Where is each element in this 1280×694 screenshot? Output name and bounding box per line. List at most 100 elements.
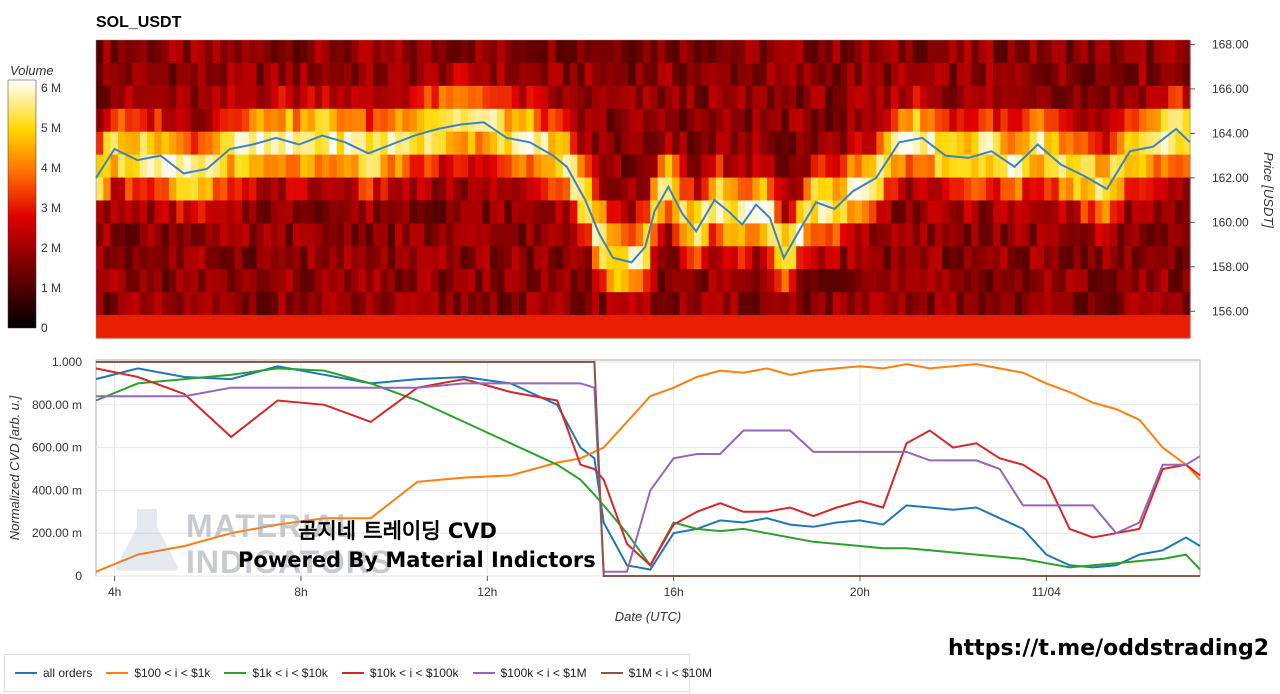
heatmap-cell: [292, 246, 301, 270]
heatmap-cell: [679, 200, 688, 224]
heatmap-cell: [183, 154, 192, 179]
heatmap-cell: [1102, 62, 1111, 87]
heatmap-cell: [978, 223, 987, 247]
heatmap-cell: [694, 131, 702, 156]
legend-item[interactable]: $10k < i < $100k: [341, 666, 459, 680]
heatmap-cell: [212, 246, 221, 270]
legend-item[interactable]: $100k < i < $1M: [472, 666, 587, 680]
heatmap-cell: [336, 200, 345, 224]
heatmap-cell: [519, 223, 527, 247]
heatmap-cell: [1000, 108, 1009, 133]
heatmap-cell: [395, 108, 403, 133]
heatmap-cell: [854, 292, 863, 316]
cvd-y-tick-label: 200.00 m: [32, 526, 82, 540]
heatmap-cell: [1007, 40, 1016, 64]
heatmap-cell: [803, 200, 812, 224]
legend-item[interactable]: all orders: [15, 666, 92, 680]
heatmap-cell: [890, 108, 899, 133]
heatmap-cell: [343, 85, 352, 110]
heatmap-cell: [890, 223, 899, 247]
heatmap-cell: [446, 292, 454, 316]
heatmap-cell: [715, 154, 724, 179]
heatmap-cell: [351, 223, 360, 247]
heatmap-cell: [818, 200, 826, 224]
heatmap-cell: [971, 200, 980, 224]
heatmap-cell: [1160, 315, 1169, 339]
heatmap-cell: [358, 292, 367, 316]
colorbar-ticks: 01 M2 M3 M4 M5 M6 M: [41, 81, 61, 335]
heatmap-cell: [664, 315, 673, 339]
heatmap-cell: [971, 62, 980, 87]
legend-item[interactable]: $1k < i < $10k: [224, 666, 328, 680]
heatmap-cell: [570, 246, 578, 270]
heatmap-cell: [249, 154, 258, 179]
heatmap-cell: [380, 200, 389, 224]
colorbar-tick-label: 3 M: [41, 201, 61, 215]
heatmap-cell: [1109, 108, 1118, 133]
heatmap-cell: [942, 177, 950, 202]
legend-item[interactable]: $1M < i < $10M: [600, 666, 712, 680]
heatmap-cell: [139, 85, 148, 110]
heatmap-cell: [219, 269, 228, 293]
heatmap-cell: [577, 85, 586, 110]
heatmap-cell: [482, 85, 491, 110]
heatmap-cell: [963, 177, 972, 202]
heatmap-cell: [876, 108, 885, 133]
chart-canvas[interactable]: Volume 01 M2 M3 M4 M5 M6 M 156.00158.001…: [0, 0, 1280, 640]
heatmap-cell: [781, 223, 790, 247]
heatmap-cell: [628, 85, 637, 110]
heatmap-cell: [110, 177, 119, 202]
heatmap-cell: [1087, 246, 1096, 270]
heatmap-cell: [679, 315, 688, 339]
heatmap-cell: [511, 269, 520, 293]
heatmap-cell: [1066, 246, 1074, 270]
heatmap-cell: [351, 269, 360, 293]
heatmap-cell: [132, 292, 141, 316]
heatmap-cell: [519, 85, 527, 110]
heatmap-cell: [1051, 154, 1060, 179]
heatmap-cell: [993, 154, 1001, 179]
heatmap-cell: [730, 200, 739, 224]
heatmap-cell: [993, 177, 1001, 202]
heatmap-cell: [278, 200, 287, 224]
heatmap-cell: [1073, 223, 1082, 247]
heatmap-cell: [1022, 269, 1031, 293]
heatmap-cell: [271, 154, 279, 179]
heatmap-cell: [577, 154, 586, 179]
heatmap-cell: [613, 85, 622, 110]
heatmap-cell: [766, 200, 775, 224]
heatmap-cell: [883, 269, 892, 293]
heatmap-cell: [249, 269, 258, 293]
heatmap-cell: [292, 200, 301, 224]
heatmap-cell: [1080, 177, 1089, 202]
heatmap-cell: [774, 131, 783, 156]
heatmap-cell: [832, 315, 841, 339]
heatmap-cell: [482, 223, 491, 247]
telegram-link[interactable]: https://t.me/oddstrading2: [948, 636, 1270, 661]
heatmap-cell: [1036, 292, 1045, 316]
heatmap-cell: [511, 131, 520, 156]
heatmap-cell: [147, 292, 155, 316]
heatmap-cell: [876, 85, 885, 110]
heatmap-cell: [154, 246, 163, 270]
legend-item[interactable]: $100 < i < $1k: [106, 666, 210, 680]
legend: all orders $100 < i < $1k $1k < i < $10k $1…: [4, 654, 712, 692]
heatmap-cell: [533, 177, 542, 202]
heatmap-cell: [271, 131, 279, 156]
heatmap-cell: [839, 131, 848, 156]
heatmap-cell: [482, 200, 491, 224]
heatmap-cell: [322, 40, 330, 64]
heatmap-cell: [519, 62, 527, 87]
heatmap-cell: [139, 154, 148, 179]
heatmap-cell: [1117, 177, 1125, 202]
heatmap-cell: [409, 246, 418, 270]
heatmap-cell: [1175, 315, 1184, 339]
heatmap-cell: [934, 246, 943, 270]
heatmap-cell: [249, 246, 258, 270]
heatmap-cell: [1058, 200, 1067, 224]
heatmap-y-tick-label: 156.00: [1212, 304, 1249, 318]
heatmap-cell: [1051, 269, 1060, 293]
heatmap-cell: [854, 40, 863, 64]
heatmap-cell: [103, 40, 112, 64]
heatmap-cell: [1182, 40, 1191, 64]
